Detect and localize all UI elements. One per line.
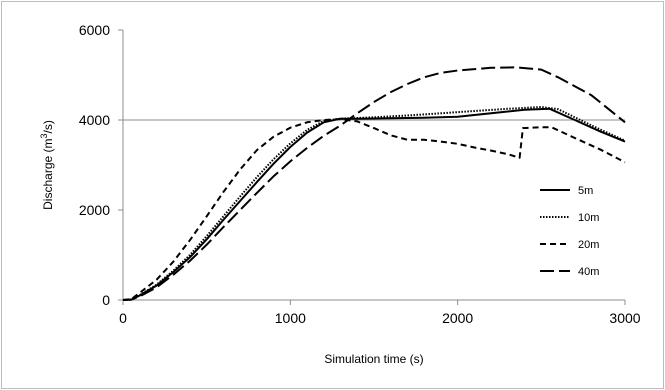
series-line-5m — [122, 107, 626, 301]
y-tick-label: 0 — [102, 292, 110, 308]
x-tick-label: 3000 — [609, 310, 640, 326]
legend-label-10m: 10m — [578, 212, 599, 224]
x-tick-label: 2000 — [442, 310, 473, 326]
y-tick-label: 6000 — [79, 22, 110, 38]
series-line-10m — [122, 106, 626, 301]
y-tick-label: 2000 — [79, 202, 110, 218]
x-tick-label: 1000 — [275, 310, 306, 326]
legend-label-5m: 5m — [578, 185, 593, 197]
series-line-20m — [122, 118, 626, 301]
series-line-40m — [122, 66, 626, 301]
y-axis-label: Discharge (m3/s) — [39, 120, 55, 210]
series-lines — [122, 66, 626, 301]
y-tick-label: 4000 — [79, 112, 110, 128]
x-tick-label: 0 — [119, 310, 127, 326]
legend-label-20m: 20m — [578, 239, 599, 251]
legend: 5m 10m 20m 40m — [540, 185, 599, 278]
legend-label-40m: 40m — [578, 266, 599, 278]
x-axis-label: Simulation time (s) — [324, 352, 423, 366]
axis-ticks: 0 2000 4000 6000 0 1000 2000 3000 — [79, 22, 641, 326]
